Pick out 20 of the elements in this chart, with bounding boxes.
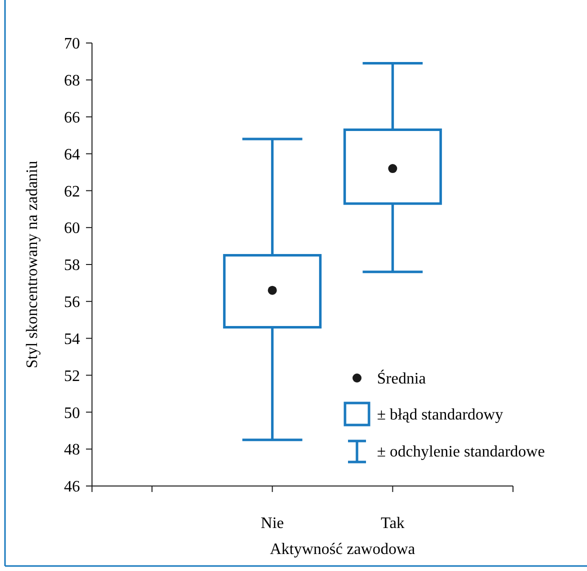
y-tick-label: 54 <box>64 330 80 348</box>
y-tick-label: 52 <box>64 368 80 385</box>
annotation: ± błąd standardowy <box>377 406 504 424</box>
x-tick-label: Nie <box>260 515 284 532</box>
y-tick-label: 62 <box>64 183 80 200</box>
y-tick-label: 50 <box>64 404 80 422</box>
x-tick-label: Tak <box>380 515 405 532</box>
x-axis-title: Aktywność zawodowa <box>270 541 416 558</box>
y-axis-title: Styl skoncentrowany na zadaniu <box>24 160 41 368</box>
y-tick-label: 46 <box>64 478 80 496</box>
annotation: Średnia <box>377 370 426 388</box>
y-tick-label: 58 <box>64 257 80 274</box>
y-tick-label: 56 <box>64 294 80 312</box>
y-tick-label: 70 <box>64 36 80 53</box>
y-tick-label: 60 <box>64 220 80 238</box>
annotation: ± odchylenie standardowe <box>377 444 545 461</box>
y-tick-label: 68 <box>64 72 80 90</box>
y-tick-label: 66 <box>64 109 80 126</box>
y-tick-label: 48 <box>64 442 80 459</box>
y-tick-label: 64 <box>64 146 80 164</box>
